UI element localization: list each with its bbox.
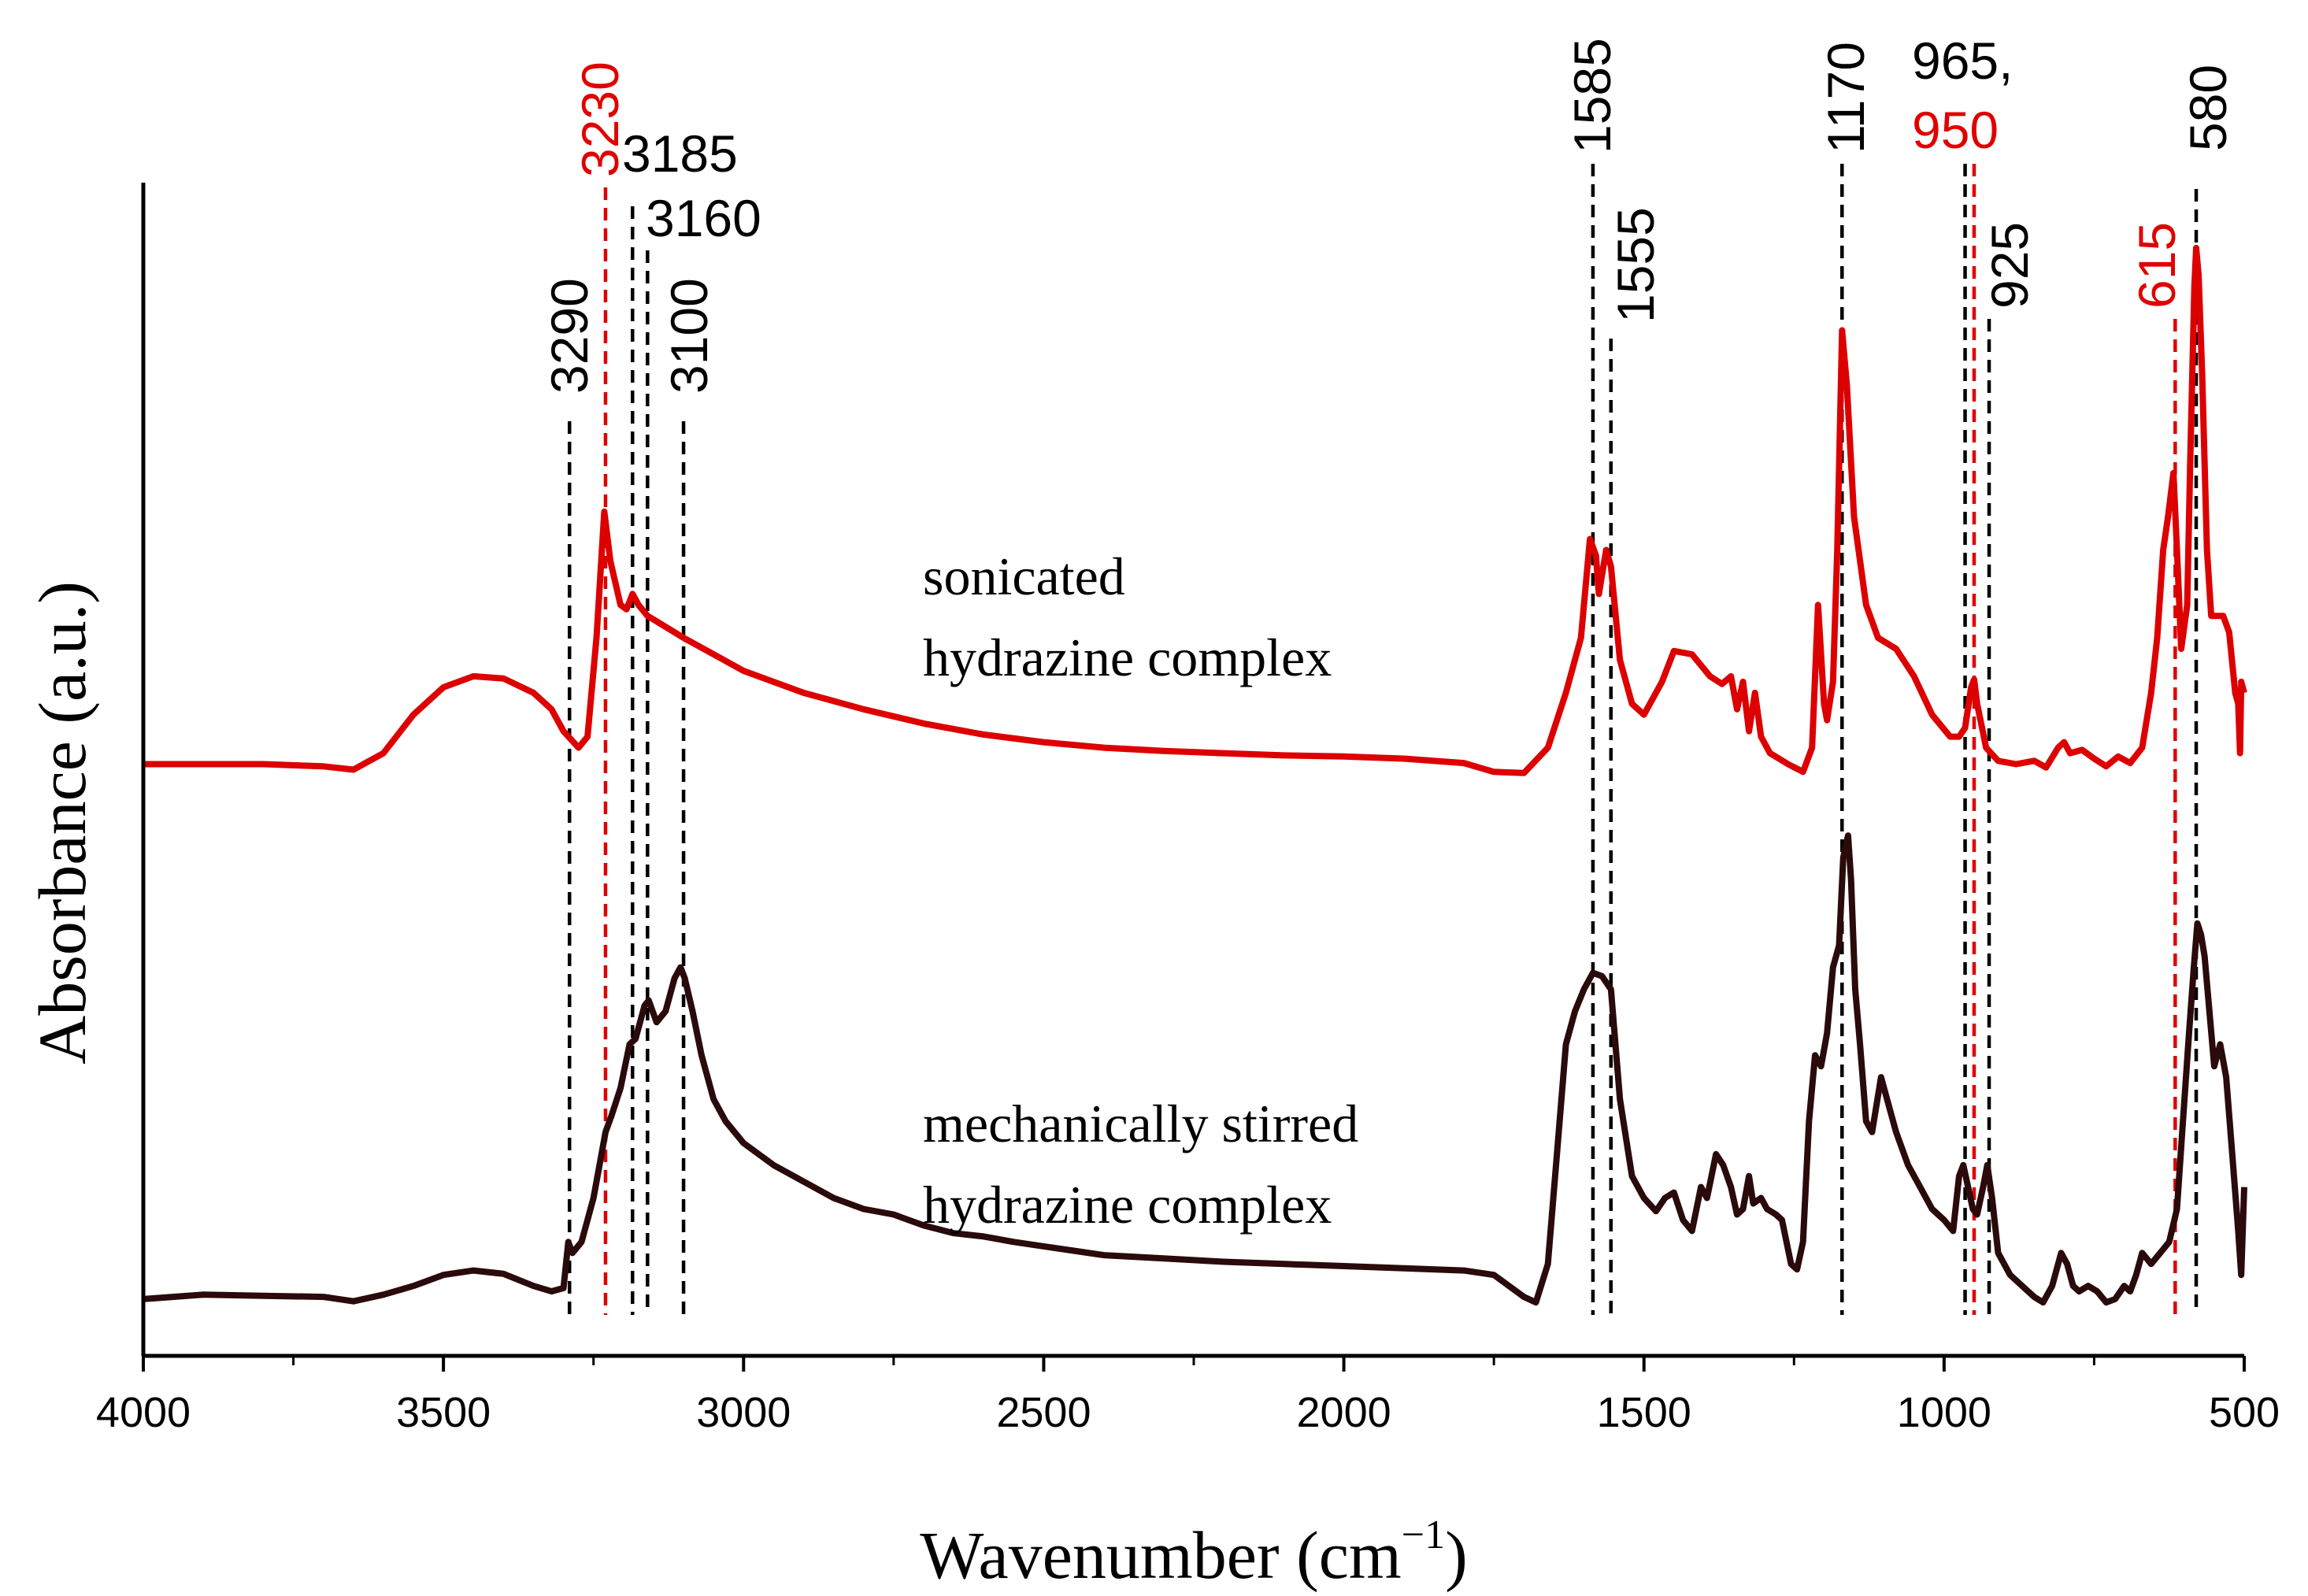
x-axis-title: Wavenumber (cm−1): [920, 1513, 1468, 1593]
spectra-series: [143, 244, 2247, 1306]
peak-label-3100: 3100: [660, 278, 718, 394]
peak-label-3185: 3185: [622, 124, 738, 183]
peak-label-925: 925: [1980, 222, 2039, 309]
peak-label-3230: 3230: [571, 61, 629, 177]
x-tick-label-2500: 2500: [996, 1389, 1091, 1436]
sonicated-series-label-line2: hydrazine complex: [923, 628, 1332, 687]
stirred-series-label-line1: mechanically stirred: [923, 1094, 1358, 1153]
peak-label-965: 965,: [1912, 31, 2013, 90]
x-tick-label-2000: 2000: [1297, 1389, 1391, 1436]
x-tick-label-500: 500: [2209, 1389, 2280, 1436]
x-tick-label-3500: 3500: [396, 1389, 491, 1436]
peak-label-1170: 1170: [1817, 42, 1875, 154]
peak-label-3290: 3290: [540, 278, 598, 394]
x-tick-label-4000: 4000: [96, 1389, 191, 1436]
y-axis-title: Absorbance (a.u.): [24, 581, 100, 1065]
x-axis-title-superscript: −1: [1402, 1513, 1445, 1557]
x-tick-label-1500: 1500: [1597, 1389, 1691, 1436]
x-tick-label-1000: 1000: [1897, 1389, 1991, 1436]
peak-label-1555: 1555: [1606, 207, 1665, 323]
x-axis-ticks: 4000 3500 3000 2500 2000 1500 1000 500: [96, 1356, 2280, 1436]
stirred-spectrum-line: [143, 832, 2247, 1306]
peak-label-3160: 3160: [646, 189, 761, 247]
stirred-series-label-line2: hydrazine complex: [923, 1175, 1332, 1235]
peak-label-580: 580: [2179, 65, 2237, 151]
peak-label-615: 615: [2128, 222, 2186, 309]
peak-label-950: 950: [1912, 101, 1999, 159]
sonicated-series-label-line1: sonicated: [923, 546, 1125, 606]
peak-label-1585: 1585: [1563, 38, 1621, 154]
x-tick-label-3000: 3000: [696, 1389, 791, 1436]
sonicated-spectrum-line: [143, 244, 2247, 776]
